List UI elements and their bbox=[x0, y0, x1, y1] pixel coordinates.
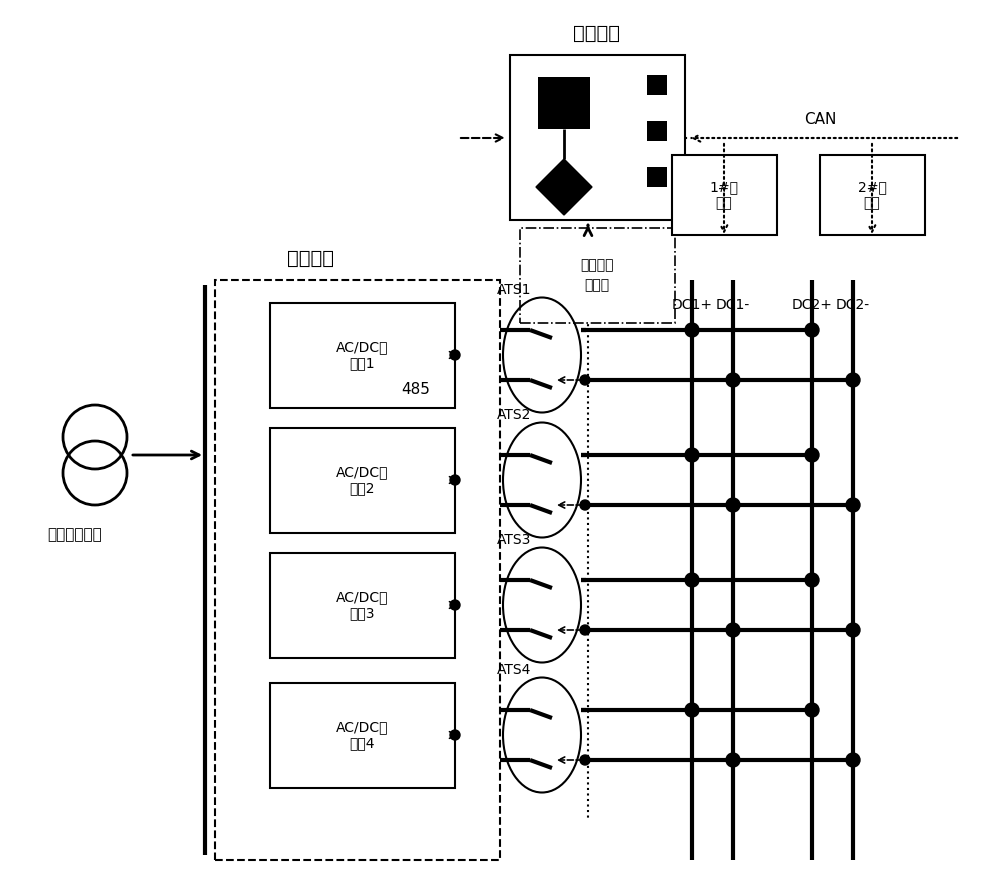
Circle shape bbox=[450, 475, 460, 485]
Text: 485: 485 bbox=[401, 382, 430, 397]
Text: ATS3: ATS3 bbox=[497, 533, 531, 547]
Text: ATS2: ATS2 bbox=[497, 408, 531, 422]
Text: ATS4: ATS4 bbox=[497, 663, 531, 677]
Bar bbox=[520, 228, 675, 323]
Circle shape bbox=[450, 350, 460, 360]
Text: 三相交流进线: 三相交流进线 bbox=[48, 528, 102, 542]
Bar bbox=[538, 77, 590, 129]
Bar bbox=[270, 683, 455, 788]
Circle shape bbox=[805, 703, 819, 717]
Bar bbox=[510, 55, 685, 220]
Circle shape bbox=[685, 323, 699, 337]
Bar bbox=[647, 167, 667, 187]
Circle shape bbox=[846, 753, 860, 767]
Text: AC/DC变
换器3: AC/DC变 换器3 bbox=[336, 590, 388, 620]
Text: DC1+: DC1+ bbox=[672, 298, 712, 312]
Circle shape bbox=[805, 448, 819, 462]
Circle shape bbox=[450, 600, 460, 610]
Circle shape bbox=[805, 573, 819, 587]
Text: AC/DC变
换器2: AC/DC变 换器2 bbox=[336, 465, 388, 495]
Circle shape bbox=[846, 623, 860, 637]
Bar bbox=[647, 121, 667, 141]
Text: AC/DC变
换器1: AC/DC变 换器1 bbox=[336, 340, 388, 370]
Circle shape bbox=[726, 373, 740, 387]
Polygon shape bbox=[536, 159, 592, 215]
Text: ATS1: ATS1 bbox=[497, 283, 531, 297]
Bar bbox=[820, 155, 925, 235]
Bar bbox=[672, 155, 777, 235]
Circle shape bbox=[846, 373, 860, 387]
Bar bbox=[647, 75, 667, 95]
Circle shape bbox=[846, 498, 860, 512]
Text: AC/DC变
换器4: AC/DC变 换器4 bbox=[336, 720, 388, 750]
Text: 监控单元: 监控单元 bbox=[574, 24, 620, 43]
Circle shape bbox=[580, 500, 590, 510]
Text: CAN: CAN bbox=[804, 113, 836, 128]
Circle shape bbox=[726, 498, 740, 512]
Circle shape bbox=[450, 730, 460, 740]
Text: DC2-: DC2- bbox=[836, 298, 870, 312]
Text: 供电单元: 供电单元 bbox=[287, 248, 334, 268]
Bar bbox=[270, 553, 455, 658]
Circle shape bbox=[726, 623, 740, 637]
Circle shape bbox=[580, 375, 590, 385]
Circle shape bbox=[685, 448, 699, 462]
Text: 状态控制
及回采: 状态控制 及回采 bbox=[580, 258, 614, 291]
Bar bbox=[270, 303, 455, 408]
Circle shape bbox=[580, 625, 590, 635]
Text: DC2+: DC2+ bbox=[792, 298, 832, 312]
Bar bbox=[270, 428, 455, 533]
Circle shape bbox=[805, 323, 819, 337]
Circle shape bbox=[726, 753, 740, 767]
Text: 2#充
电桩: 2#充 电桩 bbox=[858, 180, 886, 210]
Circle shape bbox=[580, 755, 590, 765]
Text: DC1-: DC1- bbox=[716, 298, 750, 312]
Circle shape bbox=[685, 573, 699, 587]
Text: 1#充
电桩: 1#充 电桩 bbox=[710, 180, 738, 210]
Bar bbox=[215, 280, 500, 860]
Circle shape bbox=[685, 703, 699, 717]
